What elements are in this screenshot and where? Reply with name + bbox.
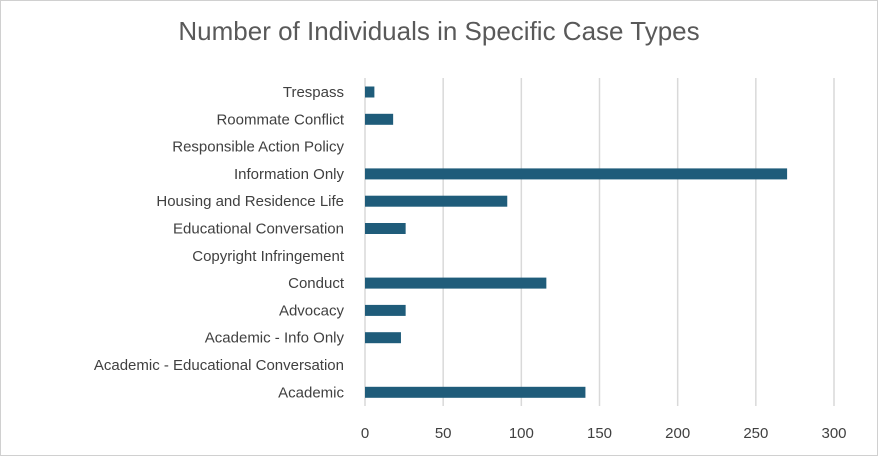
category-label: Academic	[278, 384, 344, 401]
bars	[365, 86, 788, 398]
bar	[365, 113, 394, 125]
category-label: Educational Conversation	[173, 221, 344, 238]
bar	[365, 332, 401, 344]
bar	[365, 277, 547, 289]
category-label: Roommate Conflict	[216, 111, 344, 128]
bar	[365, 386, 586, 398]
x-tick-label: 200	[665, 425, 690, 442]
x-tick-label: 250	[743, 425, 768, 442]
category-labels: Trespass Roommate Conflict Responsible Act…	[94, 84, 345, 401]
category-label: Housing and Residence Life	[156, 193, 344, 210]
x-axis-ticks: 0 50 100 150 200 250 300	[361, 425, 847, 442]
x-tick-label: 0	[361, 425, 369, 442]
category-label: Information Only	[234, 166, 345, 183]
x-tick-label: 100	[509, 425, 534, 442]
bar	[365, 86, 375, 98]
bar	[365, 168, 788, 180]
category-label: Conduct	[288, 275, 345, 292]
category-label: Copyright Infringement	[192, 248, 345, 265]
bar	[365, 223, 406, 234]
x-tick-label: 300	[821, 425, 846, 442]
bar	[365, 195, 508, 207]
x-tick-label: 50	[435, 425, 452, 442]
chart-title: Number of Individuals in Specific Case T…	[178, 16, 700, 46]
category-label: Academic - Info Only	[205, 330, 345, 347]
x-tick-label: 150	[587, 425, 612, 442]
category-label: Academic - Educational Conversation	[94, 357, 344, 374]
category-label: Trespass	[283, 84, 344, 101]
gridlines	[364, 78, 835, 406]
category-label: Advocacy	[279, 302, 345, 319]
category-label: Responsible Action Policy	[172, 139, 344, 156]
bar	[365, 304, 406, 316]
